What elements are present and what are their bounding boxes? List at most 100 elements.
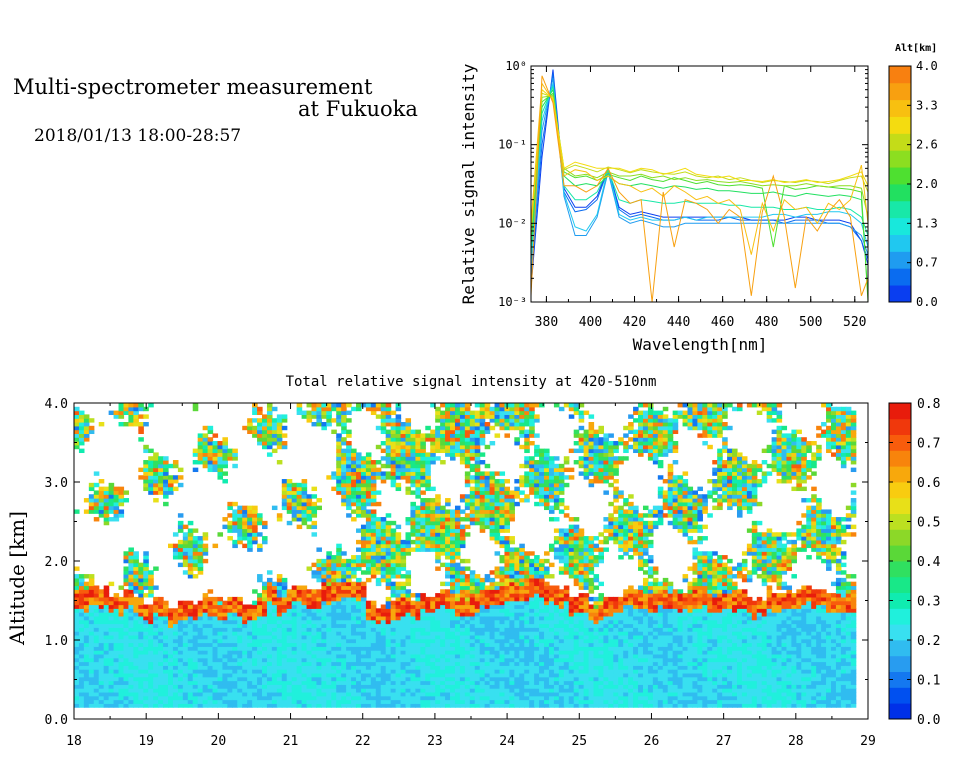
heatmap-cell [489,425,496,431]
heatmap-cell [375,676,382,682]
heatmap-cell [360,562,367,568]
heatmap-cell [88,501,95,507]
heatmap-cell [370,547,377,552]
heatmap-cell [479,437,486,442]
heatmap-cell [291,501,298,507]
heatmap-cell [187,612,194,617]
heatmap-cell [212,612,219,617]
heatmap-cell [469,429,476,435]
heatmap-cell [321,672,327,678]
heatmap-cell [74,665,80,670]
heatmap-cell [88,619,95,625]
heatmap-cell [336,604,342,609]
heatmap-cell [128,422,134,427]
heatmap-cell [222,650,228,655]
heatmap-cell [346,612,352,617]
heatmap-cell [247,623,253,628]
heatmap-cell [405,547,412,552]
heatmap-cell [93,699,100,704]
heatmap-cell [242,684,248,689]
heatmap-cell [489,642,496,647]
heatmap-cell [192,448,199,454]
heatmap-cell [163,482,169,488]
heatmap-cell [420,695,426,701]
heatmap-cell [321,403,327,408]
heatmap-cell [425,661,431,666]
heatmap-cell [395,661,402,666]
heatmap-cell [385,642,392,647]
heatmap-cell [400,551,407,556]
heatmap-cell [276,688,283,693]
heatmap-cell [405,551,412,556]
heatmap-cell [405,418,412,423]
heatmap-cell [177,688,184,693]
heatmap-cell [192,608,199,613]
heatmap-cell [395,650,402,655]
heatmap-cell [341,585,347,590]
heatmap-cell [489,615,496,621]
heatmap-cell [469,642,476,647]
heatmap-cell [430,429,436,435]
heatmap-cell [375,627,382,632]
heatmap-cell [484,612,491,617]
heatmap-cell [291,612,298,617]
heatmap-cell [524,437,530,442]
heatmap-cell [514,558,520,564]
heatmap-cell [519,482,525,488]
heatmap-cell [425,498,431,503]
heatmap-cell [346,585,352,590]
heatmap-cell [78,627,85,632]
heatmap-cell [242,524,248,530]
heatmap-cell [296,517,303,522]
heatmap-cell [430,501,436,507]
heatmap-cell [108,665,115,670]
heatmap-cell [395,532,402,537]
heatmap-cell [450,410,456,415]
heatmap-cell [494,650,501,655]
heatmap-cell [158,653,164,659]
heatmap-cell [247,429,253,435]
heatmap-cell [88,482,95,488]
heatmap-cell [534,558,540,564]
heatmap-cell [296,490,303,495]
heatmap-cell [316,612,322,617]
heatmap-cell [321,425,327,431]
heatmap-cell [390,479,397,484]
heatmap-cell [509,494,515,499]
heatmap-cell [247,532,253,537]
spectrum-colorbar-label-3: 2.0 [916,177,938,191]
heatmap-cell [128,703,134,708]
heatmap-cell [499,509,506,514]
heatmap-cell [400,615,407,621]
heatmap-cell [400,429,407,435]
heatmap-cell [271,699,278,704]
heatmap-cell [489,688,496,693]
heatmap-cell [153,665,159,670]
heatmap-cell [494,482,501,488]
heatmap-cell [321,688,327,693]
heatmap-cell [83,703,90,708]
heatmap-cell [390,672,397,678]
heatmap-cell [133,414,139,419]
heatmap-cell [390,695,397,701]
heatmap-cell [484,479,491,484]
heatmap-cell [346,653,352,659]
heatmap-cell [128,555,134,560]
heatmap-cell [182,627,189,632]
spectrum-colorbar-label-6: 4.0 [916,59,938,73]
heatmap-cell [182,661,189,666]
heatmap-cell [281,619,288,625]
heatmap-cell [158,650,164,655]
heatmap-cell [133,406,139,412]
heatmap-cell [133,665,139,670]
heatmap-cell [83,688,90,693]
heatmap-cell [93,634,100,640]
heatmap-cell [464,429,471,435]
heatmap-cell [519,665,525,670]
heatmap-cell [509,638,515,644]
heatmap-cell [519,479,525,484]
heatmap-cell [326,422,332,427]
heatmap-cell [93,619,100,625]
heatmap-cell [489,536,496,541]
heatmap-cell [514,665,520,670]
